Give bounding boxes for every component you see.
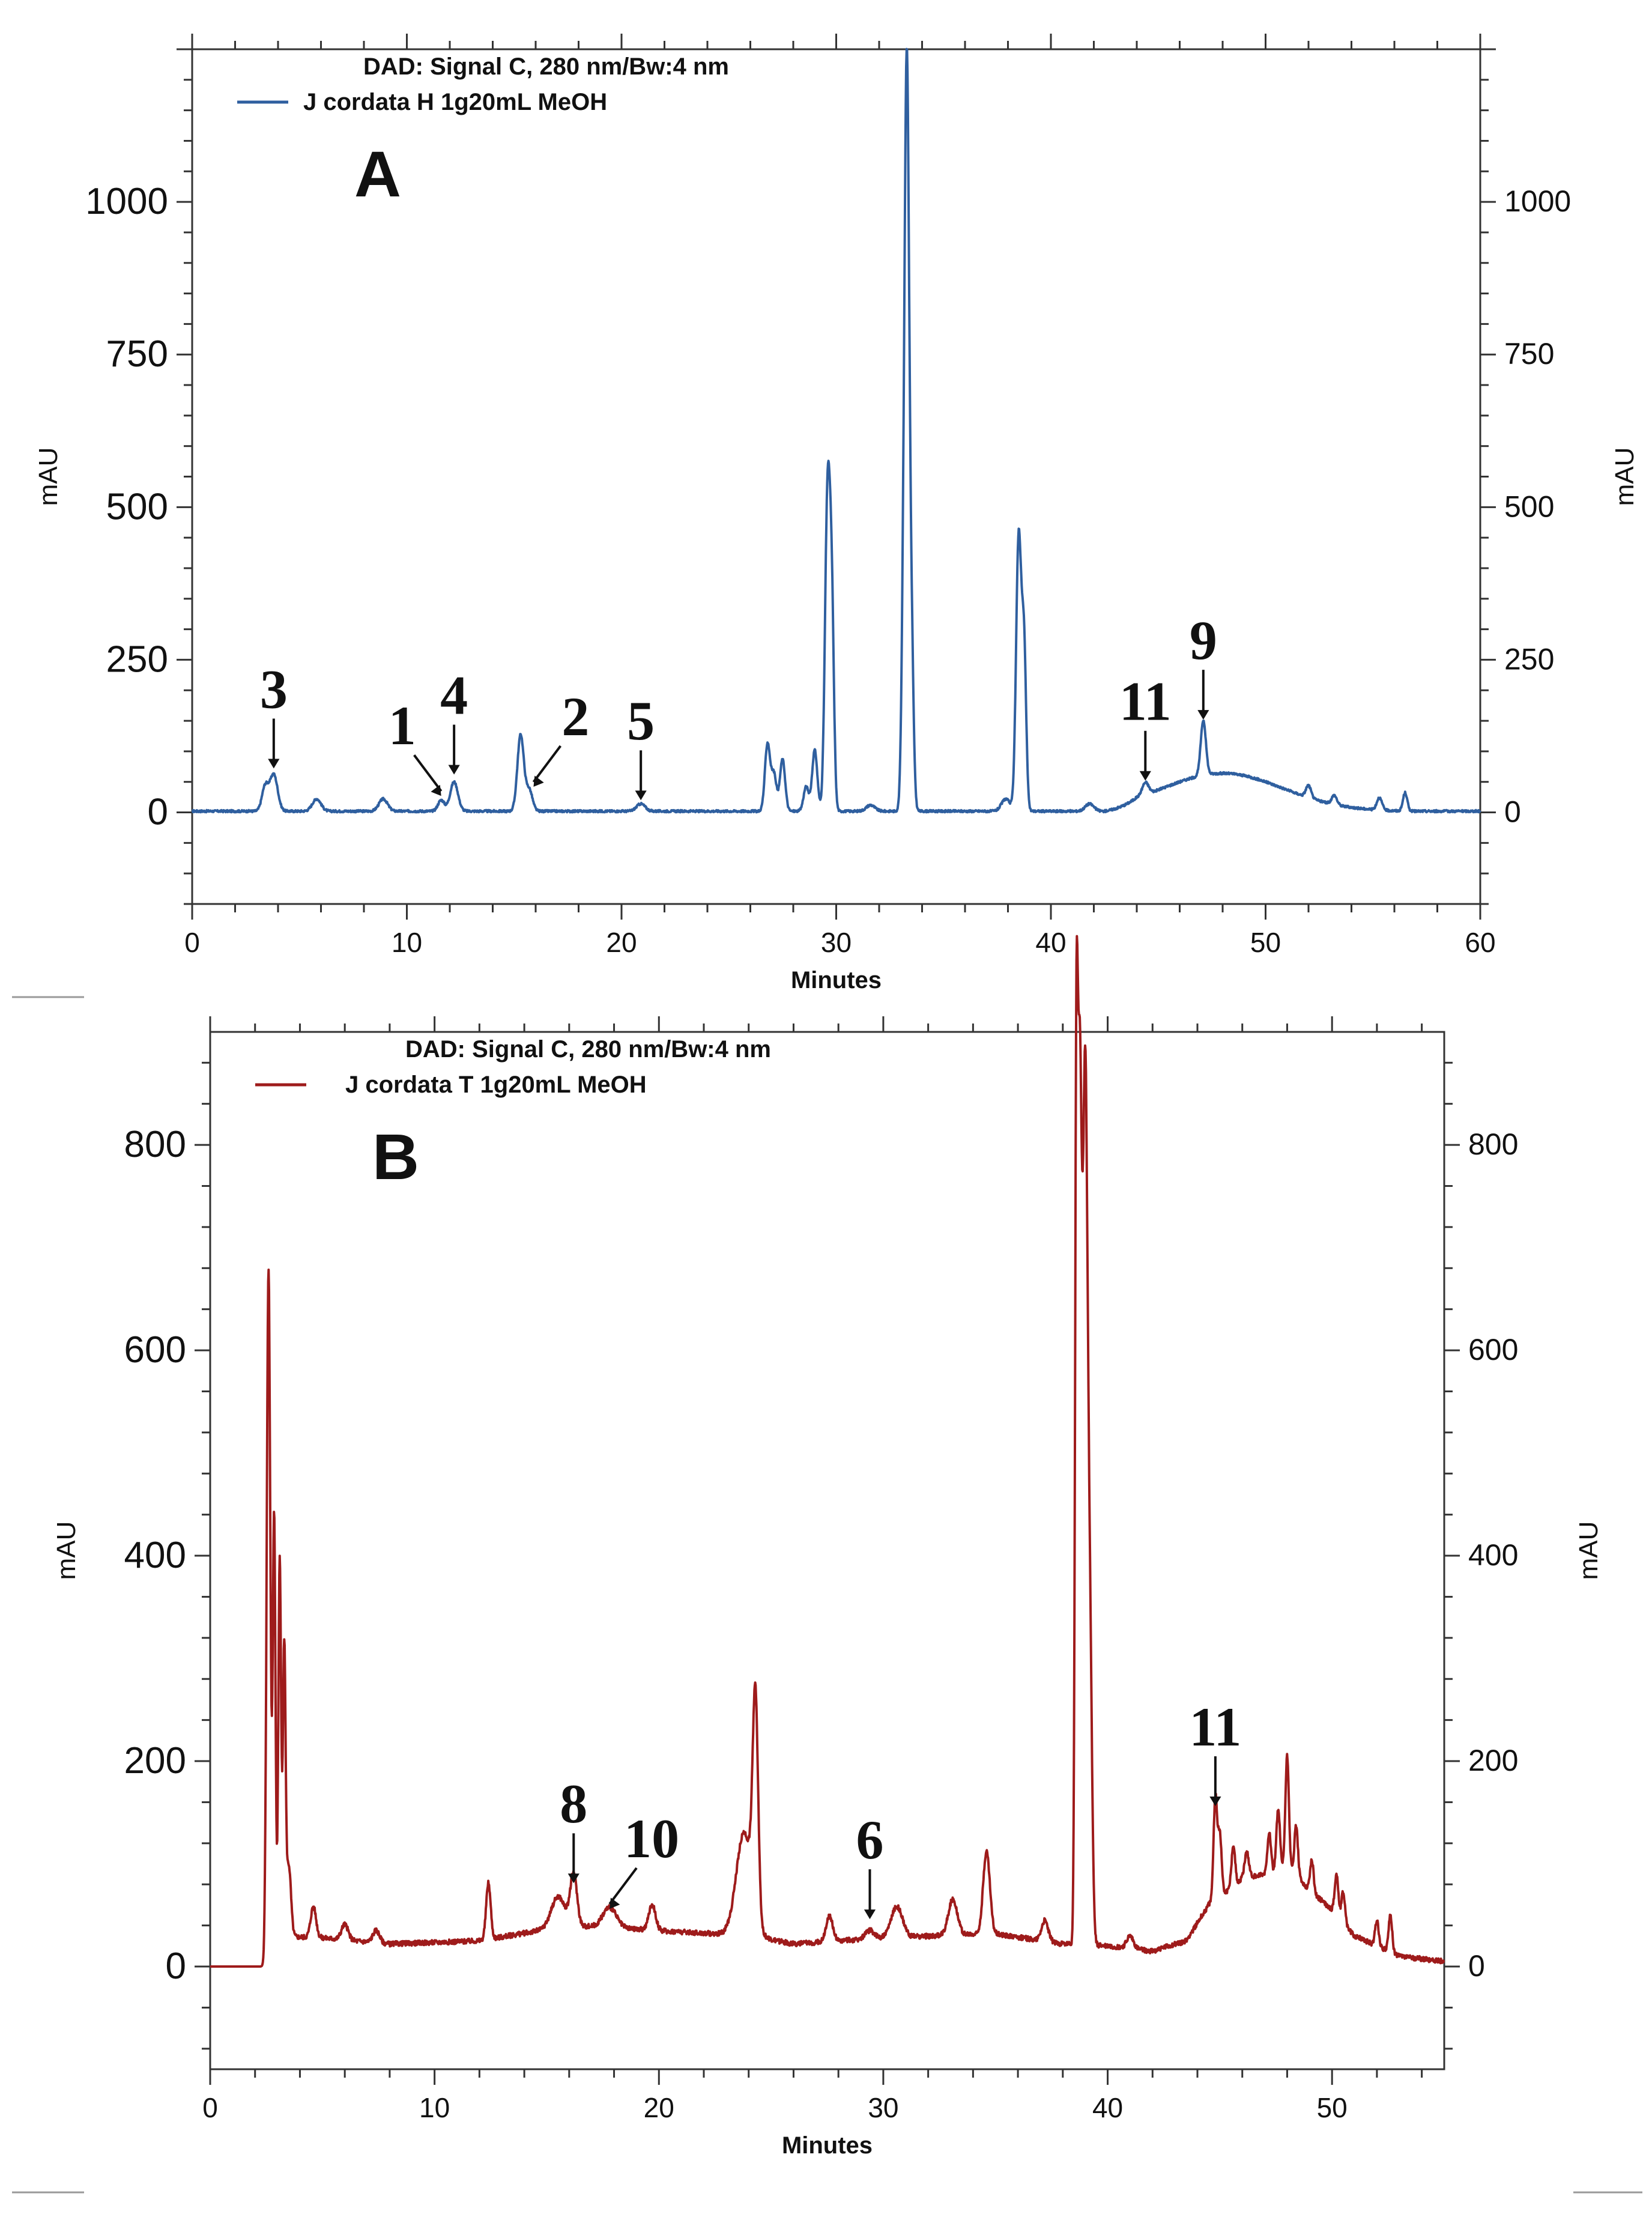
peak-label: 2	[561, 686, 589, 747]
annotation-arrow-head	[1197, 710, 1209, 720]
peak-label: 11	[1119, 671, 1172, 732]
x-axis-title: Minutes	[782, 2132, 873, 2159]
peak-label: 1	[389, 695, 416, 756]
x-tick-label: 0	[202, 2092, 218, 2123]
y-tick-label-left: 0	[148, 792, 168, 833]
chromatogram-trace	[191, 47, 1481, 814]
annotation-arrow-head	[448, 765, 460, 775]
peak-label: 8	[560, 1773, 587, 1834]
y-tick-label-right: 500	[1504, 490, 1554, 523]
x-tick-label: 30	[821, 927, 852, 958]
x-tick-label: 10	[419, 2092, 450, 2123]
annotation-arrow-head	[635, 790, 647, 801]
panel-B: 0 10 20 30 40 50 0 0 200 200 400 400 600 600 800 800 mAU…	[52, 935, 1603, 2159]
annotation-arrow-head	[567, 1873, 579, 1884]
annotation-arrow-head	[1139, 771, 1151, 781]
x-tick-label: 40	[1035, 927, 1066, 958]
x-tick-label: 60	[1465, 927, 1495, 958]
panel-A: 0 10 20 30 40 50 60 0 0 250 250 500 500 750 750 1000 100…	[34, 34, 1639, 993]
plot-frame	[209, 1031, 1445, 2070]
peak-label: 3	[260, 658, 288, 720]
annotation-arrow-head	[431, 784, 441, 796]
y-tick-label-left: 600	[124, 1329, 186, 1371]
peak-label: 9	[1190, 610, 1217, 671]
y-axis-title-right: mAU	[1574, 1521, 1603, 1580]
x-tick-label: 10	[392, 927, 422, 958]
y-tick-label-right: 200	[1468, 1744, 1518, 1777]
y-tick-label-right: 1000	[1504, 184, 1571, 218]
y-tick-label-right: 0	[1468, 1949, 1485, 1983]
y-tick-label-right: 750	[1504, 337, 1554, 371]
x-axis-title: Minutes	[791, 967, 882, 993]
annotation-arrow-shaft	[608, 1867, 638, 1905]
peak-label: 11	[1189, 1696, 1241, 1757]
annotation-arrow-head	[1209, 1796, 1221, 1806]
annotation-arrow-head	[268, 759, 280, 769]
legend-label: J cordata T 1g20mL MeOH	[345, 1072, 647, 1098]
x-tick-label: 30	[868, 2092, 898, 2123]
y-tick-label-right: 0	[1504, 795, 1521, 829]
y-tick-label-left: 1000	[85, 181, 168, 222]
annotation-arrow-head	[864, 1909, 876, 1920]
annotation-arrow-shaft	[532, 745, 562, 783]
x-tick-label: 20	[644, 2092, 674, 2123]
peak-label: 6	[856, 1809, 883, 1870]
y-tick-label-left: 200	[124, 1740, 186, 1782]
y-tick-label-left: 800	[124, 1124, 186, 1165]
y-tick-label-left: 750	[106, 333, 168, 375]
y-tick-label-right: 800	[1468, 1127, 1518, 1161]
y-axis-title-left: mAU	[52, 1521, 81, 1580]
panel-letter: A	[354, 138, 401, 210]
y-tick-label-right: 400	[1468, 1538, 1518, 1572]
x-tick-label: 0	[184, 927, 200, 958]
y-tick-label-left: 0	[166, 1945, 186, 1987]
peak-label: 10	[624, 1808, 679, 1869]
panel-letter: B	[372, 1120, 419, 1193]
annotation-arrow-shaft	[413, 754, 443, 792]
x-tick-label: 50	[1317, 2092, 1348, 2123]
signal-header: DAD: Signal C, 280 nm/Bw:4 nm	[363, 53, 729, 80]
y-tick-label-right: 250	[1504, 642, 1554, 676]
chromatogram-trace	[209, 935, 1445, 1968]
y-axis-title-left: mAU	[34, 447, 63, 506]
x-tick-label: 50	[1250, 927, 1281, 958]
y-tick-label-right: 600	[1468, 1333, 1518, 1366]
y-axis-title-right: mAU	[1610, 447, 1639, 506]
annotation-arrow-head	[610, 1897, 620, 1909]
signal-header: DAD: Signal C, 280 nm/Bw:4 nm	[405, 1036, 771, 1063]
x-tick-label: 40	[1092, 2092, 1123, 2123]
peak-label: 4	[440, 665, 468, 726]
x-tick-label: 20	[606, 927, 637, 958]
y-tick-label-left: 500	[106, 486, 168, 527]
y-tick-label-left: 250	[106, 638, 168, 680]
annotation-arrow-head	[533, 775, 544, 787]
y-tick-label-left: 400	[124, 1535, 186, 1576]
legend-label: J cordata H 1g20mL MeOH	[303, 89, 607, 115]
peak-label: 5	[627, 690, 655, 751]
